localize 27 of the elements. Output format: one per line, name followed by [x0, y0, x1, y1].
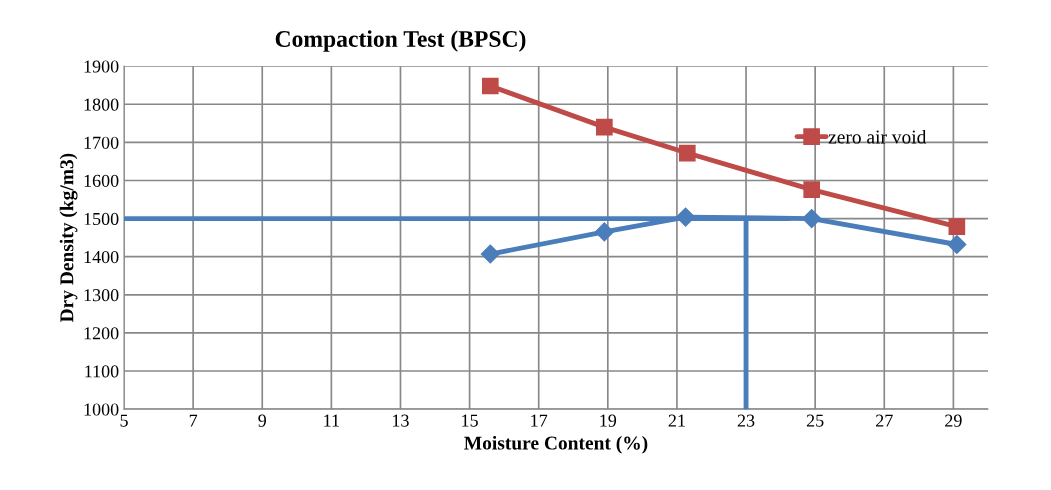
x-tick-label: 25	[806, 414, 824, 427]
x-tick-label: 19	[600, 414, 617, 427]
legend-label: zero air void	[828, 129, 927, 144]
x-tick-label: 23	[737, 414, 755, 427]
x-tick-label: 5	[120, 414, 128, 427]
x-tick-label: 13	[393, 414, 409, 427]
x-axis-title: Moisture Content (%)	[464, 435, 648, 454]
x-tick-label: 17	[531, 414, 548, 427]
y-tick-label: 1500	[84, 212, 119, 226]
y-tick-label: 1000	[84, 403, 119, 416]
y-tick-label: 1200	[84, 327, 119, 340]
y-tick-label: 1300	[84, 289, 119, 302]
y-tick-label: 1600	[84, 174, 119, 187]
x-tick-label: 29	[945, 414, 962, 427]
chart-title: Compaction Test (BPSC)	[275, 30, 526, 52]
y-tick-label: 1900	[84, 60, 119, 73]
x-tick-label: 11	[324, 414, 339, 427]
y-axis-title: Dry Density (kg/m3)	[59, 153, 78, 323]
x-tick-label: 15	[462, 414, 478, 427]
y-tick-label: 1100	[85, 365, 119, 378]
x-tick-label: 21	[668, 414, 685, 427]
x-tick-label: 9	[258, 414, 267, 427]
y-tick-label: 1700	[84, 136, 119, 149]
y-tick-label: 1800	[84, 98, 119, 111]
x-tick-label: 27	[876, 414, 893, 427]
y-tick-label: 1400	[84, 250, 119, 264]
x-tick-label: 7	[189, 414, 198, 427]
